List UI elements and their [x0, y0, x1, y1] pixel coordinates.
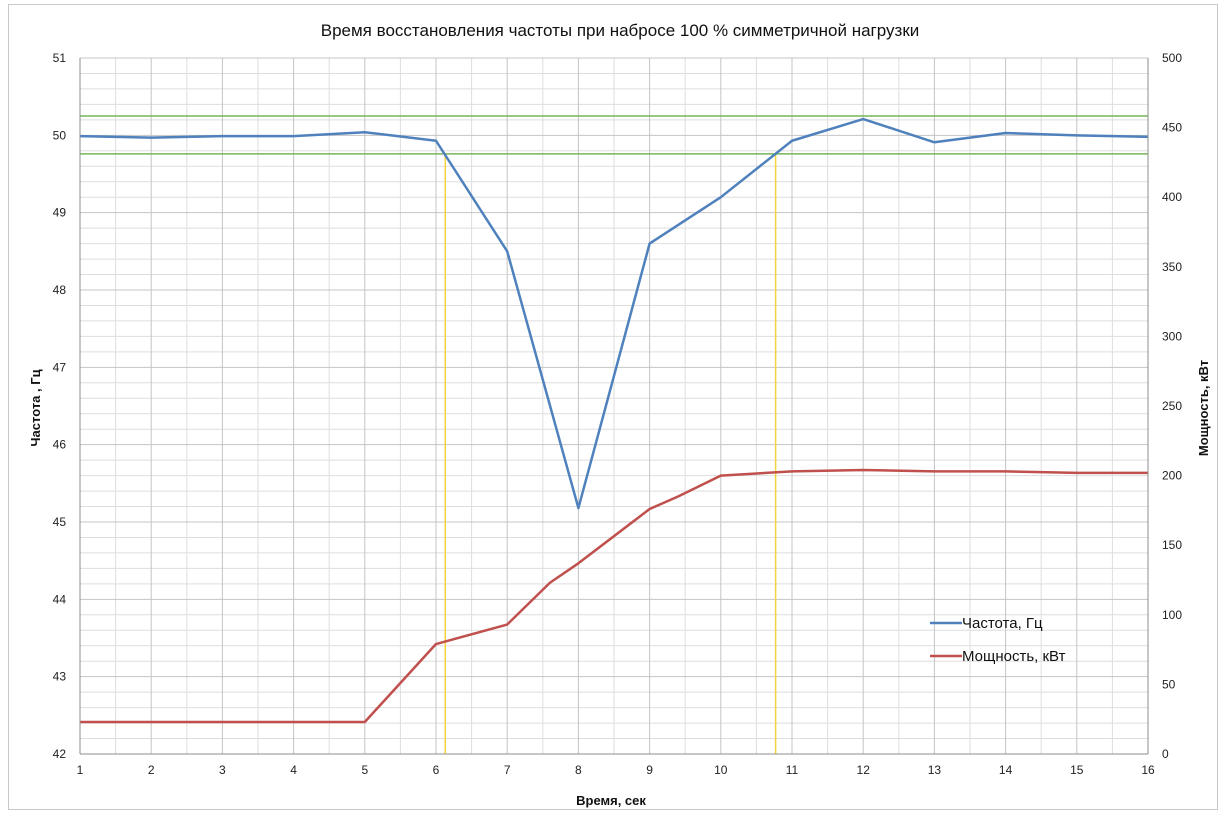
y-right-tick-label: 100: [1162, 608, 1182, 622]
series-line-power: [80, 468, 1148, 724]
y-left-tick-label: 48: [53, 283, 67, 297]
y-left-tick-label: 49: [53, 206, 67, 220]
y-left-tick-label: 46: [53, 438, 67, 452]
y-right-tick-label: 50: [1162, 677, 1176, 691]
y-right-tick-label: 300: [1162, 329, 1182, 343]
y-left-tick-label: 45: [53, 515, 67, 529]
tick-labels: 1 2 3 4 5 6 7 8 9 10 11 12 13 14 15 1642434445464748495…: [53, 51, 1183, 777]
y-left-tick-label: 47: [53, 360, 67, 374]
x-tick-label: 6: [433, 763, 440, 777]
legend-label-frequency: Частота, Гц: [962, 615, 1043, 632]
y-right-tick-label: 0: [1162, 747, 1169, 761]
series-line-frequency: [79, 117, 1149, 510]
y-left-tick-label: 50: [53, 128, 67, 142]
x-tick-label: 9: [646, 763, 653, 777]
x-tick-label: 10: [714, 763, 728, 777]
x-tick-label: 15: [1070, 763, 1084, 777]
y-left-tick-label: 42: [53, 747, 67, 761]
y-left-tick-label: 51: [53, 51, 67, 65]
axes-layer: [79, 58, 1149, 755]
y-right-tick-label: 450: [1162, 121, 1182, 135]
chart-title: Время восстановления частоты при набросе…: [321, 21, 920, 40]
x-tick-label: 2: [148, 763, 155, 777]
reference-lines: [80, 115, 1148, 754]
y-left-tick-label: 44: [53, 592, 67, 606]
x-tick-label: 4: [290, 763, 297, 777]
minor-gridlines: [80, 58, 1148, 754]
y-right-tick-label: 150: [1162, 538, 1182, 552]
x-tick-label: 3: [219, 763, 226, 777]
y-right-tick-label: 250: [1162, 399, 1182, 413]
legend: Частота, Гц Мощность, кВт: [930, 615, 1066, 665]
y-axis-left-label: Частота , Гц: [28, 369, 43, 446]
y-right-tick-label: 500: [1162, 51, 1182, 65]
x-tick-label: 13: [928, 763, 942, 777]
x-axis-label: Время, сек: [576, 793, 646, 808]
x-tick-label: 16: [1141, 763, 1155, 777]
chart-area: [8, 4, 1218, 810]
series-layer: [79, 117, 1149, 724]
x-tick-label: 8: [575, 763, 582, 777]
x-tick-label: 1: [77, 763, 84, 777]
y-right-tick-label: 200: [1162, 469, 1182, 483]
legend-label-power: Мощность, кВт: [962, 648, 1066, 665]
y-axis-right-label: Мощность, кВт: [1196, 360, 1211, 456]
x-tick-label: 11: [786, 763, 799, 777]
y-right-tick-label: 400: [1162, 190, 1182, 204]
y-right-tick-label: 350: [1162, 260, 1182, 274]
y-left-tick-label: 43: [53, 670, 67, 684]
x-tick-label: 14: [999, 763, 1013, 777]
x-tick-label: 12: [857, 763, 871, 777]
x-tick-label: 5: [361, 763, 368, 777]
x-tick-label: 7: [504, 763, 511, 777]
